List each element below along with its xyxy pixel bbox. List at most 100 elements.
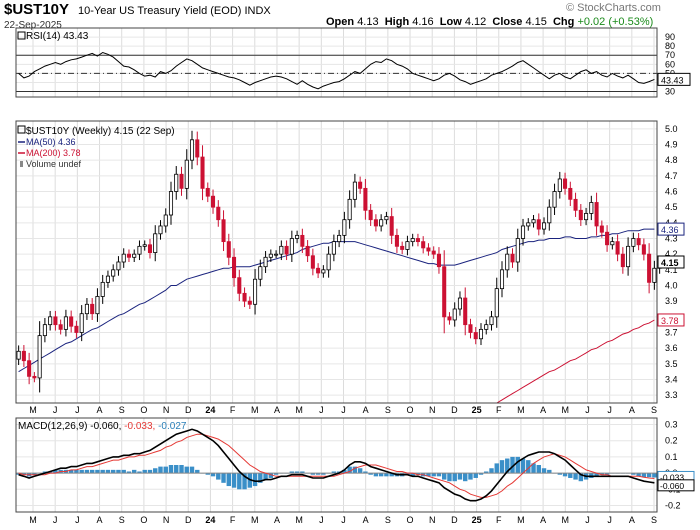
macd-hist-bar — [310, 473, 316, 475]
price-x-label: S — [119, 405, 125, 415]
price-tick-label: 4.5 — [665, 202, 678, 212]
macd-tick-label: -0.2 — [665, 501, 681, 511]
macd-hist-bar — [468, 473, 473, 480]
candle-body — [258, 266, 263, 280]
candle-body — [594, 202, 599, 227]
macd-legend: MACD(12,26,9) -0.060, -0.033, -0.027 — [18, 421, 187, 432]
candle-body — [489, 316, 494, 326]
macd-hist-bar — [499, 460, 505, 474]
candle-body — [69, 316, 74, 327]
macd-tick-label: 0.2 — [665, 436, 678, 446]
price-tick-label: 4.8 — [665, 155, 678, 165]
candle-body — [168, 191, 174, 216]
macd-hist-bar — [594, 473, 599, 477]
price-x-label: M — [295, 405, 303, 415]
candle-body — [431, 250, 436, 255]
candle-body — [253, 278, 258, 305]
price-x-label: J — [341, 405, 346, 415]
candle-body — [21, 350, 26, 362]
macd-x-label: M — [251, 515, 259, 525]
price-x-label: D — [451, 405, 458, 415]
candle-body — [95, 296, 100, 315]
macd-hist-bar — [174, 465, 179, 474]
candle-body — [442, 266, 447, 318]
candle-body — [300, 234, 305, 247]
macd-hist-bar — [541, 468, 547, 474]
macd-hist-bar — [300, 471, 305, 474]
candle-body — [158, 225, 163, 235]
macd-x-label: 25 — [472, 515, 482, 525]
candle-body — [163, 214, 168, 227]
candle-body — [536, 219, 541, 230]
rsi-line — [18, 51, 655, 90]
candle-body — [452, 308, 457, 321]
candle-body — [389, 216, 394, 236]
candle-body — [610, 241, 615, 246]
price-x-label: D — [185, 405, 192, 415]
candle-body — [337, 234, 342, 243]
macd-hist-bar — [237, 473, 242, 490]
candle-body — [573, 198, 578, 211]
macd-hist-bar — [105, 469, 111, 474]
price-x-label: N — [163, 405, 170, 415]
candle-body — [531, 219, 536, 224]
macd-hist-bar — [641, 473, 647, 478]
macd-hist-bar — [168, 465, 174, 474]
macd-hist-bar — [268, 473, 274, 478]
macd-hist-bar — [195, 469, 200, 474]
macd-hist-bar — [494, 463, 499, 474]
candle-body — [295, 234, 300, 239]
macd-x-label: J — [75, 515, 80, 525]
candle-body — [189, 139, 195, 161]
candle-body — [263, 256, 268, 268]
macd-hist-bar — [384, 473, 389, 477]
macd-hist-bar — [147, 469, 153, 474]
macd-x-label: M — [29, 515, 37, 525]
macd-frame — [15, 417, 658, 513]
candle-body — [499, 269, 505, 290]
candle-body — [84, 303, 89, 315]
macd-legend-part: -0.060, — [90, 421, 124, 432]
macd-legend-part: -0.027 — [158, 421, 187, 432]
macd-hist-bar — [158, 466, 163, 474]
brand-watermark: © StockCharts.com — [566, 2, 661, 14]
macd-current-label: -0.060 — [660, 481, 684, 491]
macd-hist-bar — [526, 460, 531, 474]
ohlc-summary: Open 4.13 High 4.16 Low 4.12 Close 4.15 … — [326, 16, 653, 28]
price-x-label: A — [540, 405, 546, 415]
macd-x-label: O — [407, 515, 414, 525]
price-tick-label: 4.9 — [665, 140, 678, 150]
rsi-current-flag — [657, 72, 691, 86]
candle-body — [626, 245, 631, 268]
candle-body — [48, 316, 53, 326]
macd-hist-bar — [315, 473, 321, 475]
candle-body — [27, 360, 32, 377]
candle-body — [142, 244, 147, 247]
candle-body — [478, 328, 484, 340]
macd-hist-bar — [110, 469, 116, 474]
rsi-tick-label: 90 — [665, 32, 675, 42]
ma50-legend: MA(50) 4.36 — [26, 137, 76, 147]
macd-hist-bar — [484, 471, 489, 474]
macd-hist-bar — [74, 469, 79, 474]
rsi-current-label: 43.43 — [661, 75, 684, 85]
rsi-frame — [15, 27, 658, 98]
candle-body — [342, 219, 347, 236]
candle-body — [90, 303, 95, 315]
candle-body — [58, 324, 63, 330]
price-legend-title: $UST10Y (Weekly) 4.15 (22 Sep) — [26, 126, 175, 137]
close-current-flag-label: 4.15 — [661, 258, 679, 268]
candle-body — [605, 231, 610, 246]
candle-body — [410, 238, 415, 243]
candle-body — [647, 253, 652, 283]
candle-body — [394, 234, 399, 247]
price-x-label: J — [75, 405, 80, 415]
candle-body — [510, 253, 515, 263]
price-tick-label: 3.3 — [665, 390, 678, 400]
open-value: 4.13 — [357, 16, 379, 28]
macd-hist-bar — [205, 473, 210, 475]
candle-body — [42, 324, 47, 337]
macd-hist-bar — [126, 471, 132, 474]
macd-hist-bar — [321, 473, 326, 475]
macd-hist-bar — [436, 473, 442, 477]
